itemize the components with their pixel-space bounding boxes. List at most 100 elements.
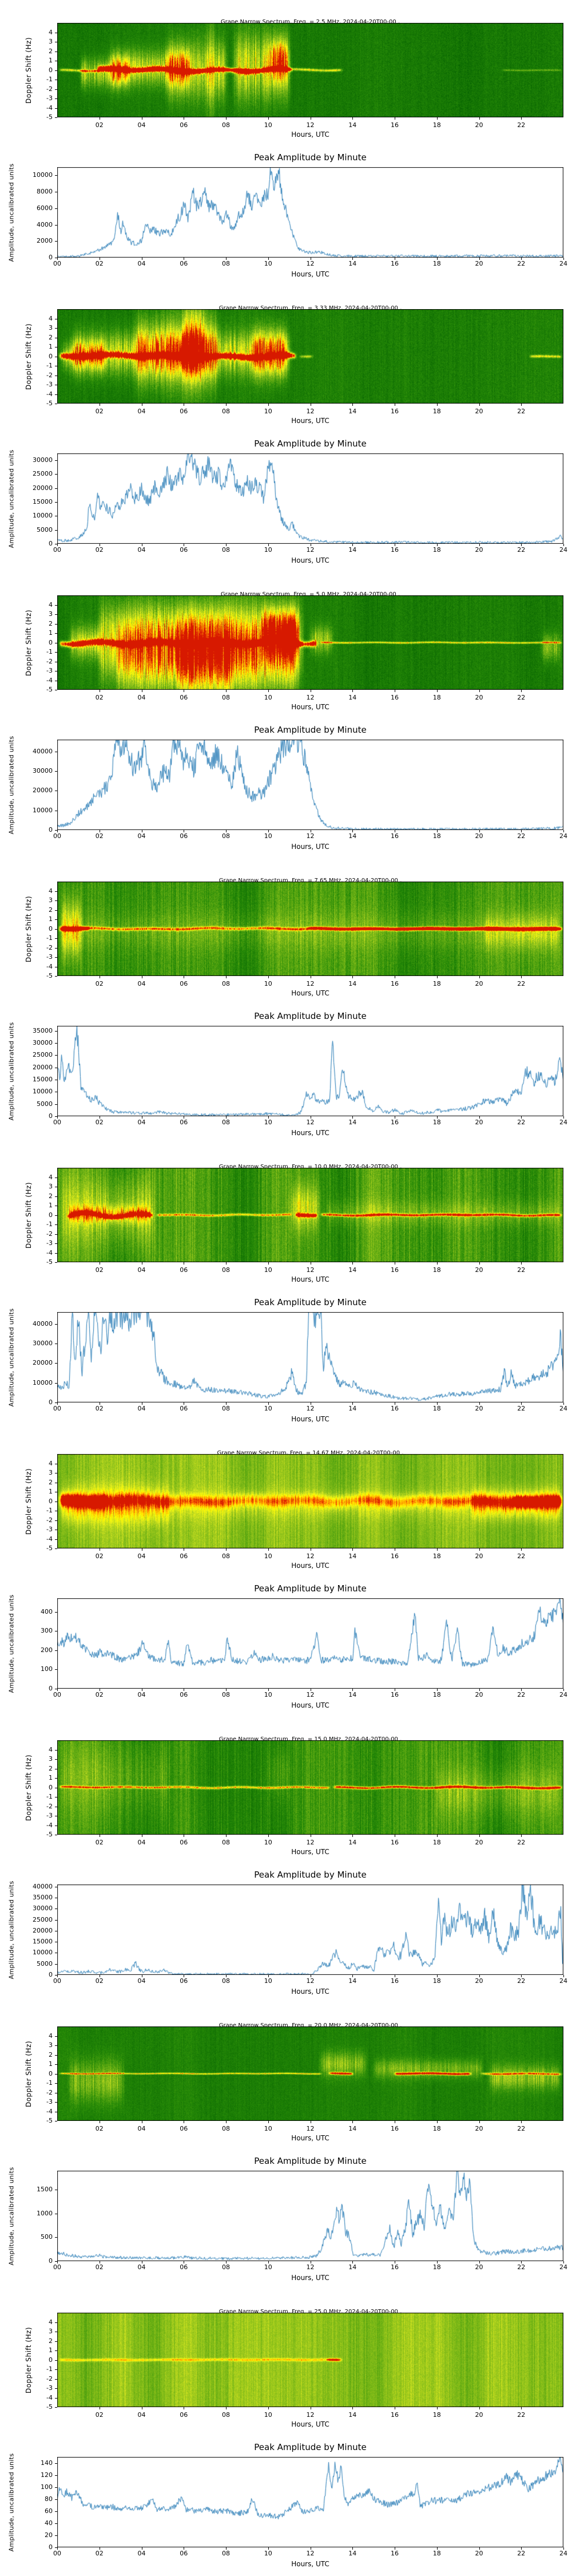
amplitude-x-axis-label: Hours, UTC: [291, 270, 329, 278]
amplitude-x-tick-mark: [57, 2261, 58, 2263]
amplitude-y-tick-label: 25000: [33, 1915, 53, 1923]
amplitude-x-tick-label: 04: [137, 1405, 146, 1412]
spectrogram-x-tick-mark: [479, 1835, 480, 1837]
spectrogram-y-tick-label: 4: [49, 887, 53, 895]
spectrogram-x-tick-label: 02: [95, 980, 104, 987]
amplitude-title: Peak Amplitude by Minute: [254, 725, 367, 735]
spectrogram-y-tick-label: 0: [49, 1211, 53, 1219]
spectrogram-x-tick-mark: [436, 404, 438, 406]
spectrogram-y-tick-label: -5: [46, 1258, 53, 1266]
amplitude-y-tick-label: 0: [49, 1685, 53, 1692]
amplitude-canvas: [57, 453, 563, 544]
amplitude-x-tick-label: 18: [432, 2550, 441, 2557]
amplitude-x-tick-label: 02: [95, 1405, 104, 1412]
spectrogram-x-tick-label: 02: [95, 408, 104, 415]
spectrogram-x-axis-label: Hours, UTC: [291, 131, 329, 139]
amplitude-y-tick-label: 6000: [37, 204, 53, 212]
spectrogram-x-axis-label: Hours, UTC: [291, 703, 329, 711]
amplitude-x-tick-mark: [436, 1402, 438, 1405]
amplitude-x-tick-mark: [563, 2261, 564, 2263]
amplitude-y-tick-label: 140: [41, 2459, 53, 2467]
spectrogram-x-tick-label: 22: [517, 408, 526, 415]
spectrogram-y-tick-label: 3: [49, 1183, 53, 1190]
spectrogram-y-tick-label: -1: [46, 1793, 53, 1800]
amplitude-y-tick-label: 40000: [33, 1319, 53, 1327]
spectrogram-x-tick-mark: [521, 1835, 522, 1837]
amplitude-x-tick-label: 06: [180, 832, 188, 840]
amplitude-x-tick-mark: [352, 2261, 353, 2263]
spectrogram-x-tick-label: 08: [222, 121, 230, 129]
amplitude-x-tick-mark: [479, 830, 480, 832]
amplitude-x-tick-mark: [563, 258, 564, 260]
amplitude-x-tick-label: 20: [475, 546, 483, 554]
amplitude-x-tick-mark: [521, 544, 522, 546]
amplitude-y-tick-label: 10000: [33, 171, 53, 179]
amplitude-x-tick-label: 04: [137, 1691, 146, 1698]
spectrogram-y-tick-label: -1: [46, 362, 53, 369]
spectrogram-y-tick-label: 2: [49, 47, 53, 55]
amplitude-y-tick-mark: [55, 1963, 57, 1965]
spectrogram-y-tick-mark: [55, 108, 57, 109]
amplitude-x-tick-mark: [226, 1402, 227, 1405]
spectrogram-y-tick-label: -3: [46, 2384, 53, 2392]
spectrogram-canvas: [57, 2313, 563, 2407]
amplitude-y-tick-mark: [55, 241, 57, 242]
spectrogram-x-tick-label: 02: [95, 1266, 104, 1274]
spectrogram-canvas: [57, 1740, 563, 1835]
spectrogram-y-tick-label: 1: [49, 57, 53, 64]
amplitude-y-tick-label: 20000: [33, 1926, 53, 1934]
amplitude-x-tick-label: 24: [559, 1405, 567, 1412]
amplitude-y-tick-label: 200: [41, 1646, 53, 1654]
amplitude-y-tick-mark: [55, 2547, 57, 2548]
amplitude-x-tick-label: 14: [348, 2263, 357, 2271]
spectrogram-x-tick-mark: [268, 2407, 269, 2409]
amplitude-x-tick-mark: [226, 1689, 227, 1691]
amplitude-x-tick-mark: [563, 1689, 564, 1691]
amplitude-x-axis-label: Hours, UTC: [291, 1701, 329, 1709]
amplitude-y-tick-label: 500: [41, 2233, 53, 2241]
amplitude-x-tick-label: 12: [306, 1405, 315, 1412]
spectrogram-y-tick-label: -2: [46, 1516, 53, 1524]
spectrogram-x-tick-mark: [352, 117, 353, 120]
spectrogram-x-tick-mark: [352, 2407, 353, 2409]
spectrogram-x-tick-label: 14: [348, 1552, 357, 1560]
amplitude-x-tick-mark: [521, 830, 522, 832]
amplitude-x-tick-label: 02: [95, 832, 104, 840]
spectrogram-y-tick-label: -4: [46, 104, 53, 112]
amplitude-x-tick-label: 18: [432, 2263, 441, 2271]
spectrogram-title-line1: Grape Narrow Spectrum, Freq. = 5.0 MHz, …: [220, 591, 400, 598]
spectrogram-y-tick-label: -2: [46, 2088, 53, 2096]
amplitude-x-tick-label: 10: [264, 1977, 272, 1985]
amplitude-y-tick-label: 120: [41, 2471, 53, 2479]
amplitude-y-tick-label: 10000: [33, 1378, 53, 1386]
spectrogram-y-tick-label: 3: [49, 2041, 53, 2049]
amplitude-y-tick-label: 1000: [37, 2209, 53, 2217]
spectrogram-y-tick-mark: [55, 623, 57, 625]
amplitude-x-tick-mark: [226, 1975, 227, 1977]
spectrogram-x-axis-label: Hours, UTC: [291, 417, 329, 425]
amplitude-x-tick-mark: [352, 830, 353, 832]
spectrogram-y-tick-label: -2: [46, 2374, 53, 2383]
spectrogram-x-tick-mark: [226, 2121, 227, 2123]
spectrogram-x-tick-label: 02: [95, 2411, 104, 2419]
panel-subchannel-8: Grape Narrow Spectrum, Freq. = 25.0 MHz,…: [0, 2290, 572, 2576]
amplitude-x-tick-label: 08: [222, 2263, 230, 2271]
spectrogram-y-tick-mark: [55, 117, 57, 118]
spectrogram-x-tick-mark: [268, 976, 269, 978]
spectrogram-x-tick-label: 14: [348, 1266, 357, 1274]
spectrogram-y-tick-label: -5: [46, 113, 53, 121]
amplitude-x-tick-label: 12: [306, 260, 315, 267]
amplitude-x-tick-label: 04: [137, 546, 146, 554]
amplitude-x-tick-label: 12: [306, 832, 315, 840]
spectrogram-y-tick-label: 3: [49, 2328, 53, 2335]
spectrogram-x-tick-mark: [436, 117, 438, 120]
amplitude-y-tick-label: 400: [41, 1607, 53, 1615]
spectrogram-x-tick-mark: [479, 117, 480, 120]
spectrogram-y-tick-mark: [55, 1520, 57, 1521]
spectrogram-y-tick-label: 2: [49, 619, 53, 627]
amplitude-y-tick-mark: [55, 488, 57, 489]
amplitude-y-tick-label: 0: [49, 826, 53, 833]
amplitude-x-tick-mark: [57, 1116, 58, 1119]
amplitude-x-tick-mark: [352, 1689, 353, 1691]
spectrogram-y-tick-label: -4: [46, 676, 53, 684]
